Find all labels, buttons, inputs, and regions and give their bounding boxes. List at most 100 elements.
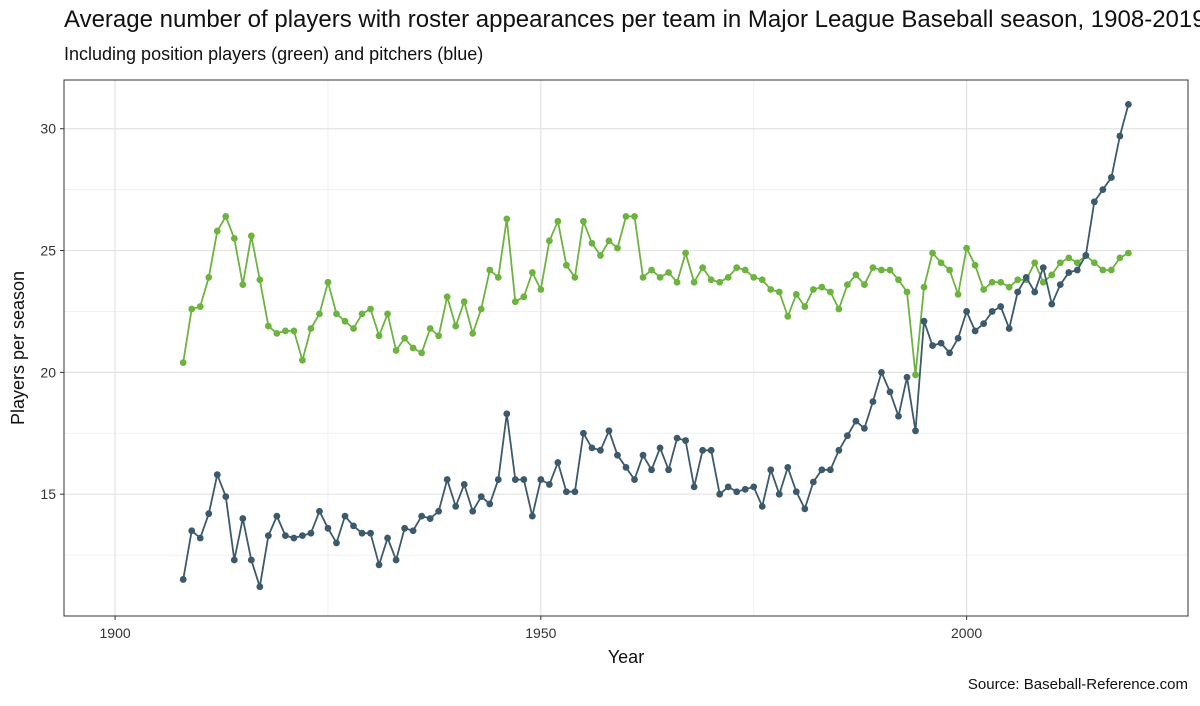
data-point (1065, 269, 1073, 276)
data-point (792, 291, 800, 298)
source-note: Source: Baseball-Reference.com (967, 676, 1188, 693)
data-point (1048, 271, 1056, 279)
data-point (826, 466, 834, 474)
data-point (350, 522, 357, 530)
data-point (954, 291, 962, 298)
data-point (281, 532, 289, 539)
data-point (588, 239, 596, 247)
y-tick-label: 20 (40, 364, 56, 380)
data-point (886, 266, 894, 274)
data-point (818, 466, 826, 474)
data-point (716, 490, 724, 498)
data-point (954, 334, 962, 342)
data-point (341, 317, 349, 325)
data-point (401, 524, 409, 532)
data-point (222, 213, 230, 220)
data-point (290, 327, 298, 335)
x-tick-label: 1950 (525, 625, 556, 641)
plot-border (63, 79, 1189, 617)
data-point (426, 515, 434, 522)
data-point (494, 476, 502, 483)
data-point (1073, 266, 1081, 274)
data-point (1056, 259, 1064, 267)
y-tick-label: 15 (40, 486, 56, 502)
data-point (614, 451, 621, 459)
data-point (324, 524, 332, 532)
data-point (247, 556, 255, 564)
data-point (299, 532, 306, 539)
data-point (656, 444, 664, 452)
chart-subtitle: Including position players (green) and p… (64, 44, 484, 64)
data-point (384, 310, 391, 318)
data-point (316, 310, 323, 318)
data-point (741, 266, 749, 274)
series-line-0 (182, 215, 1129, 376)
data-point (239, 281, 247, 289)
data-point (988, 278, 996, 286)
data-point (852, 271, 860, 279)
data-point (639, 273, 647, 281)
data-point (486, 500, 494, 508)
data-point (230, 234, 238, 242)
data-point (809, 478, 817, 486)
data-point (188, 527, 196, 535)
data-point (784, 463, 792, 471)
data-point (273, 512, 281, 520)
data-point (588, 444, 596, 452)
data-point (384, 534, 391, 542)
data-point (426, 325, 434, 332)
data-point (673, 278, 681, 286)
data-point (946, 349, 953, 357)
data-point (358, 529, 366, 537)
data-point (520, 476, 528, 483)
data-point (912, 371, 919, 379)
data-point (264, 322, 272, 330)
data-point (554, 217, 562, 225)
data-point (205, 510, 213, 518)
data-point (1039, 278, 1047, 286)
data-point (273, 329, 281, 337)
data-point (733, 264, 741, 271)
data-point (750, 273, 758, 281)
data-point (256, 583, 264, 591)
data-point (835, 446, 843, 454)
data-point (826, 288, 834, 296)
data-point (1039, 264, 1047, 271)
data-point (818, 283, 826, 291)
data-point (716, 278, 724, 286)
data-point (946, 266, 953, 274)
data-point (196, 534, 204, 542)
data-point (435, 507, 443, 515)
data-point (537, 476, 545, 483)
data-point (912, 427, 919, 435)
data-point (537, 286, 545, 293)
data-point (316, 507, 323, 515)
data-point (545, 481, 553, 488)
data-point (1005, 325, 1013, 332)
data-point (920, 283, 928, 291)
data-point (622, 463, 630, 471)
data-point (741, 485, 749, 493)
data-point (861, 425, 868, 432)
data-point (1014, 276, 1022, 284)
data-point (980, 320, 988, 328)
series-line-1 (182, 104, 1130, 588)
data-point (213, 471, 221, 479)
data-point (929, 249, 936, 257)
data-point (392, 347, 400, 354)
data-point (903, 288, 911, 296)
x-tick-label: 2000 (951, 625, 982, 641)
data-point (1031, 259, 1039, 267)
data-point (988, 308, 996, 315)
data-point (750, 483, 758, 491)
data-point (963, 244, 971, 252)
data-point (562, 261, 570, 269)
y-tick-label: 30 (40, 121, 56, 137)
data-point (213, 227, 221, 235)
data-point (903, 373, 911, 381)
data-point (477, 305, 485, 313)
data-point (1116, 254, 1124, 262)
data-point (375, 561, 383, 569)
